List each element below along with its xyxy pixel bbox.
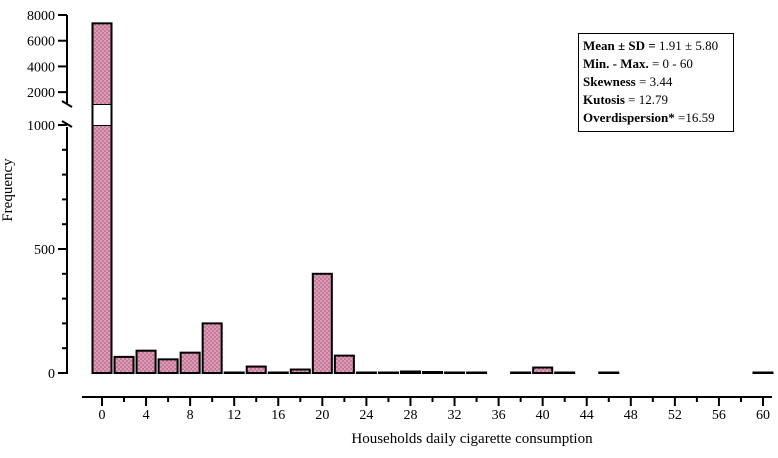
y-axis-break-mark-top	[61, 100, 73, 108]
stats-label-kurtosis: Kutosis	[583, 92, 625, 107]
x-tick-label: 40	[536, 408, 550, 423]
stats-row-skewness: Skewness = 3.44	[583, 73, 729, 91]
bar-40	[532, 366, 554, 375]
bar-0-lower	[91, 124, 113, 374]
x-axis-title: Households daily cigarette consumption	[351, 431, 593, 447]
x-tick-label: 28	[403, 408, 417, 423]
stats-row-mean-sd: Mean ± SD = 1.91 ± 5.80	[583, 37, 729, 55]
bar-22	[333, 354, 355, 375]
y-tick-label: 6000	[27, 35, 55, 50]
x-tick-label: 12	[227, 408, 241, 423]
axes-layer	[58, 14, 772, 406]
bar-38	[510, 371, 532, 374]
x-tick-label: 24	[359, 408, 373, 423]
x-tick-label: 32	[448, 408, 462, 423]
bar-32	[444, 371, 466, 374]
bar-26	[377, 371, 399, 374]
bar-16	[267, 371, 289, 374]
stats-label-overdispersion: Overdispersion*	[583, 110, 675, 125]
x-tick-label: 48	[624, 408, 638, 423]
x-tick-label: 20	[315, 408, 329, 423]
bar-break-gap	[92, 105, 112, 125]
bar-20	[311, 272, 333, 374]
y-tick-label: 500	[34, 243, 55, 258]
bar-46	[598, 371, 620, 374]
y-tick-label: 4000	[27, 60, 55, 75]
bar-28	[399, 370, 421, 374]
bar-12	[223, 371, 245, 374]
x-tick-label: 60	[756, 408, 770, 423]
bars-layer	[91, 22, 774, 375]
y-tick-label: 8000	[27, 9, 55, 24]
x-tick-label: 52	[668, 408, 682, 423]
stats-value-kurtosis: = 12.79	[624, 92, 668, 107]
stats-value-mean-sd: 1.91 ± 5.80	[655, 38, 719, 53]
bar-18	[289, 368, 311, 375]
x-tick-label: 44	[580, 408, 594, 423]
y-axis-title: Frequency	[0, 158, 16, 222]
x-tick-label: 16	[271, 408, 285, 423]
y-tick-label: 2000	[27, 86, 55, 101]
bar-10	[201, 322, 223, 374]
x-tick-label: 8	[187, 408, 194, 423]
bar-34	[466, 371, 488, 374]
bar-2	[113, 355, 135, 375]
bar-6	[157, 358, 179, 374]
stats-row-kurtosis: Kutosis = 12.79	[583, 91, 729, 109]
stats-label-mean-sd: Mean ± SD =	[583, 38, 656, 53]
bar-0-upper	[91, 22, 113, 107]
stats-value-overdispersion: =16.59	[674, 110, 715, 125]
bar-60	[752, 371, 774, 374]
stats-row-min-max: Min. - Max. = 0 - 60	[583, 55, 729, 73]
y-tick-label: 0	[48, 367, 55, 382]
stats-label-skewness: Skewness	[583, 74, 636, 89]
statistics-box: Mean ± SD = 1.91 ± 5.80 Min. - Max. = 0 …	[578, 33, 734, 132]
bar-4	[135, 349, 157, 374]
stats-row-overdispersion: Overdispersion* =16.59	[583, 109, 729, 127]
x-tick-label: 4	[143, 408, 150, 423]
x-tick-label: 56	[712, 408, 726, 423]
stats-value-skewness: = 3.44	[635, 74, 673, 89]
x-tick-label: 36	[492, 408, 506, 423]
bar-24	[355, 371, 377, 374]
x-tick-label: 0	[99, 408, 106, 423]
bar-8	[179, 351, 201, 375]
bar-14	[245, 365, 267, 375]
stats-label-min-max: Min. - Max.	[583, 56, 649, 71]
bar-42	[554, 371, 576, 374]
stats-value-min-max: = 0 - 60	[648, 56, 693, 71]
y-tick-label: 1000	[27, 119, 55, 134]
bar-30	[421, 371, 444, 374]
